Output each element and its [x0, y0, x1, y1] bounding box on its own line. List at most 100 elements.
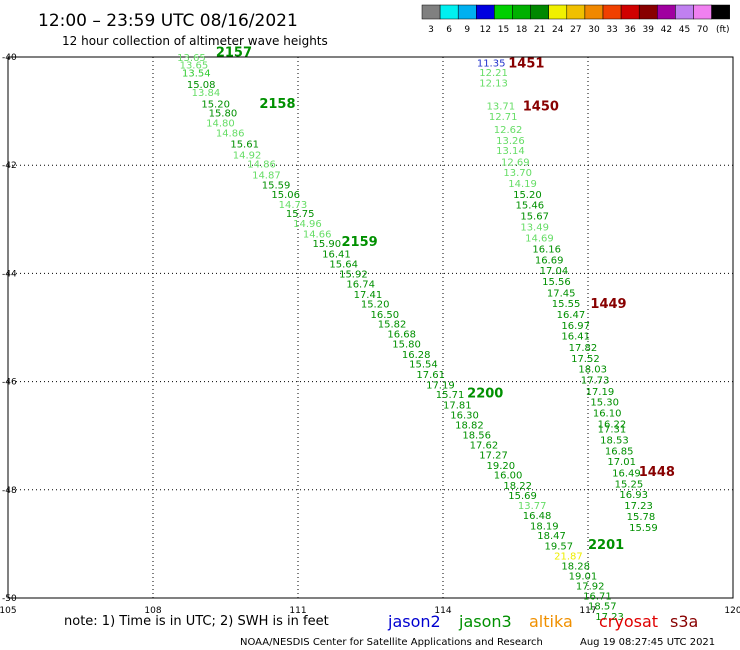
wave-height-point: 13.49: [520, 222, 549, 233]
legend-swatch: [421, 4, 441, 20]
legend-swatch: [657, 4, 676, 20]
legend-swatch: [457, 4, 477, 20]
satellite-name-jason2: jason2: [387, 612, 441, 631]
wave-height-point: 15.46: [516, 201, 545, 212]
wave-height-point: 15.20: [361, 300, 390, 311]
pass-time-label: 2201: [588, 538, 624, 553]
y-tick-label: -42: [2, 161, 17, 171]
wave-height-point: 12.62: [494, 125, 523, 136]
wave-height-point: 16.50: [371, 310, 400, 321]
pass-time-label: 2157: [216, 46, 252, 61]
pass-time-label: 1451: [508, 56, 544, 71]
plot-area: 105 108 111 114 117 120 -40 -42 -44 -46 -48 -50 13…: [0, 46, 740, 623]
wave-height-point: 13.70: [503, 168, 532, 179]
wave-height-point: 17.31: [598, 425, 627, 436]
x-tick-label: 108: [144, 606, 161, 616]
legend-swatch: [494, 4, 513, 20]
chart-subtitle: 12 hour collection of altimeter wave hei…: [62, 34, 328, 48]
wave-height-point: 12.21: [479, 68, 508, 79]
wave-height-point: 17.01: [607, 457, 636, 468]
wave-height-point: 15.20: [513, 190, 542, 201]
legend-swatch: [693, 4, 712, 20]
wave-height-point: 17.81: [443, 400, 472, 411]
wave-height-point: 12.69: [501, 157, 530, 168]
wave-height-point: 17.82: [569, 343, 598, 354]
wave-height-point: 16.10: [593, 408, 622, 419]
wave-height-point: 17.41: [354, 290, 383, 301]
satellite-name-s3a: s3a: [670, 612, 698, 631]
wave-height-point: 16.69: [535, 255, 564, 266]
wave-height-point: 16.22: [598, 419, 627, 430]
wave-height-point: 14.69: [525, 234, 554, 245]
pass-time-label: 1449: [590, 297, 626, 312]
x-tick-labels: 105 108 111 114 117 120: [0, 606, 740, 616]
footer-credit: NOAA/NESDIS Center for Satellite Applica…: [240, 637, 543, 648]
wave-height-point: 18.19: [530, 522, 559, 533]
wave-height-point: 15.71: [436, 390, 465, 401]
wave-height-point: 18.53: [600, 435, 629, 446]
wave-height-point: 11.35: [477, 58, 506, 69]
wave-height-point: 18.28: [561, 562, 590, 573]
wave-height-point: 14.73: [279, 200, 308, 211]
legend-label: 27: [570, 25, 581, 35]
wave-height-point: 16.28: [402, 350, 431, 361]
satellite-name-cryosat: cryosat: [599, 612, 658, 631]
legend-label: 33: [606, 25, 617, 35]
wave-height-point: 15.90: [313, 239, 342, 250]
legend-swatch: [620, 4, 640, 20]
wave-height-point: 16.47: [557, 310, 586, 321]
wave-height-point: 14.80: [206, 118, 235, 129]
pass-time-label: 2158: [259, 97, 295, 112]
satellite-legend: jason2 jason3 altika cryosat s3a: [387, 612, 698, 631]
x-tick-label: 120: [724, 606, 740, 616]
wave-height-point: 18.47: [537, 531, 566, 542]
legend-label: 3: [428, 25, 434, 35]
wave-height-point: 15.80: [209, 109, 238, 120]
wave-height-point: 13.65: [177, 53, 206, 64]
legend-label: 6: [446, 25, 452, 35]
wave-height-point: 15.82: [378, 320, 407, 331]
color-legend: 3 6 9 12 15 18 21 24 27 30 33 36 39 42 45 70 (ft): [421, 4, 730, 35]
pass-time-label: 1448: [639, 465, 675, 480]
wave-height-point: 17.52: [571, 354, 600, 365]
legend-swatch: [675, 4, 694, 20]
legend-label: 24: [552, 25, 564, 35]
pass-time-label: 2200: [467, 386, 503, 401]
wave-height-point: 13.26: [496, 136, 525, 147]
wave-height-point: 16.30: [450, 411, 479, 422]
legend-label: 42: [661, 25, 672, 35]
footer-note: note: 1) Time is in UTC; 2) SWH is in fe…: [64, 614, 329, 629]
pass-time-label: 2159: [342, 235, 378, 250]
legend-swatch: [638, 4, 658, 20]
legend-swatch: [602, 4, 622, 20]
wave-height-point: 15.20: [201, 100, 230, 111]
wave-height-point: 15.30: [590, 398, 619, 409]
x-tick-label: 105: [0, 606, 17, 616]
wave-height-point: 13.77: [518, 501, 547, 512]
wave-height-point: 16.48: [523, 511, 552, 522]
chart-title: 12:00 – 23:59 UTC 08/16/2021: [38, 11, 298, 31]
wave-height-point: 13.65: [180, 61, 209, 72]
wave-height-point: 15.54: [409, 360, 438, 371]
wave-height-point: 14.87: [252, 170, 281, 181]
wave-height-point: 15.64: [329, 260, 358, 271]
wave-height-point: 13.84: [192, 88, 221, 99]
wave-height-point: 15.92: [339, 269, 368, 280]
grid-lines: [8, 57, 733, 598]
wave-height-point: 16.41: [322, 249, 351, 260]
wave-height-point: 15.59: [629, 523, 658, 534]
wave-height-point: 16.16: [532, 245, 561, 256]
x-tick-label: 117: [579, 606, 596, 616]
wave-height-point: 16.00: [494, 471, 523, 482]
wave-height-point: 17.23: [595, 612, 624, 623]
wave-height-point: 13.14: [496, 146, 525, 157]
wave-height-point: 15.75: [286, 209, 315, 220]
legend-label: 12: [480, 25, 491, 35]
wave-height-point: 15.61: [230, 140, 259, 151]
wave-height-point: 15.25: [615, 479, 644, 490]
pass-time-annotations: 2157 2158 2159 2200 2201 1451 1450 1449 1448: [216, 46, 675, 553]
wave-height-point: 18.56: [462, 431, 491, 442]
legend-swatch: [566, 4, 586, 20]
wave-height-point: 19.20: [487, 461, 516, 472]
